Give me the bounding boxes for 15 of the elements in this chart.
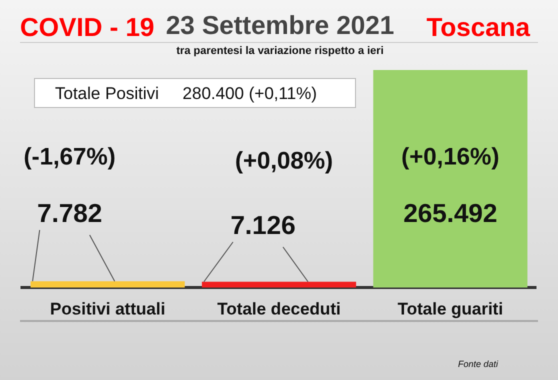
source-note: Fonte dati — [458, 359, 498, 369]
chart-title: 23 Settembre 2021 — [164, 10, 396, 41]
x-tick-label: Totale guariti — [398, 299, 504, 318]
text: Toscana — [426, 12, 530, 43]
annotation: (+0,16%) — [401, 144, 500, 171]
text: COVID - 19 — [20, 12, 154, 43]
data-label: 7.126 — [230, 210, 296, 240]
data-label: 265.492 — [403, 198, 498, 228]
annotation: (+0,08%) — [234, 148, 334, 175]
x-tick-label: Positivi attuali — [50, 299, 166, 318]
chart-subtitle: tra parentesi la variazione rispetto a ieri — [175, 45, 385, 57]
summary-box: Totale Positivi 280.400 (+0,11%) — [34, 78, 356, 108]
annotation: (-1,67%) — [24, 144, 116, 171]
x-tick-label: Totale deceduti — [217, 299, 341, 318]
data-label: 7.782 — [37, 198, 102, 228]
